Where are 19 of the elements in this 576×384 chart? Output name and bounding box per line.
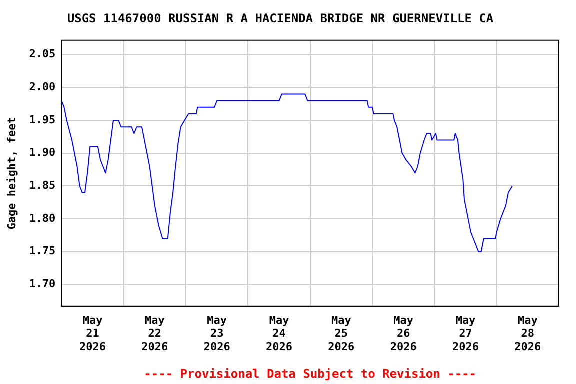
x-tick-label: May 24 2026 (266, 314, 293, 354)
x-tick-label: May 27 2026 (452, 314, 480, 354)
x-tick-label: May 28 2026 (514, 314, 542, 354)
y-tick-label: 2.00 (29, 80, 56, 94)
y-tick-label: 1.90 (29, 146, 56, 160)
y-tick-label: 1.75 (29, 244, 56, 258)
x-tick-label: May 21 2026 (80, 314, 106, 354)
y-tick-label: 1.95 (29, 113, 56, 126)
y-tick-label: 1.70 (29, 278, 56, 291)
chart-title: USGS 11467000 RUSSIAN R A HACIENDA BRIDGE NR GUERNEVILLE CA (67, 11, 494, 26)
y-tick-label: 1.80 (29, 212, 56, 225)
x-tick-label: May 22 2026 (142, 314, 169, 354)
x-tick-label: May 26 2026 (390, 314, 418, 354)
x-tick-label: May 25 2026 (328, 314, 356, 354)
y-axis-title: Gage height, feet (5, 117, 18, 230)
y-tick-label: 2.05 (29, 48, 56, 61)
x-tick-label: May 23 2026 (204, 314, 231, 354)
text: ---- Provisional Data Subject to Revision ---- (144, 367, 477, 382)
y-tick-label: 1.85 (29, 179, 56, 192)
